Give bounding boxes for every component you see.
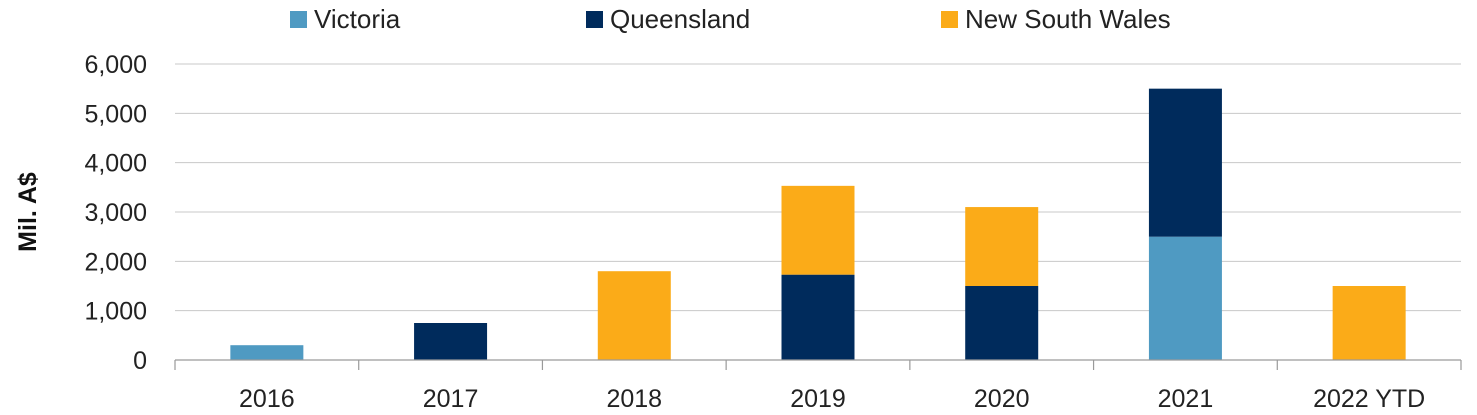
y-tick-label: 0	[133, 347, 147, 375]
x-tick-label: 2018	[606, 385, 662, 413]
bar-new-south-wales-2020	[965, 207, 1039, 286]
bar-new-south-wales-2018	[597, 271, 671, 360]
y-tick-label: 5,000	[84, 100, 147, 128]
y-tick-label: 4,000	[84, 150, 147, 178]
y-tick-label: 3,000	[84, 199, 147, 227]
bar-queensland-2021	[1148, 88, 1222, 237]
legend-item-queensland: Queensland	[586, 4, 750, 34]
x-tick-label: 2022 YTD	[1313, 385, 1425, 413]
bar-new-south-wales-2019	[781, 185, 855, 275]
legend-swatch	[941, 11, 958, 28]
y-tick-label: 1,000	[84, 298, 147, 326]
x-tick-label: 2016	[239, 385, 295, 413]
bar-queensland-2019	[781, 274, 855, 360]
legend-swatch	[290, 11, 307, 28]
legend-label: Victoria	[314, 4, 401, 34]
bar-queensland-2017	[414, 323, 488, 360]
y-axis-label: Mil. A$	[14, 172, 42, 252]
legend-item-victoria: Victoria	[290, 4, 401, 34]
x-tick-label: 2019	[790, 385, 846, 413]
bar-queensland-2020	[965, 286, 1039, 360]
x-tick-label: 2017	[423, 385, 479, 413]
legend: Victoria Queensland New South Wales	[290, 4, 1171, 34]
y-tick-label: 6,000	[84, 51, 147, 79]
legend-item-new-south-wales: New South Wales	[941, 4, 1171, 34]
axes: 0 1,000 2,000 3,000 4,000 5,000 6,000 2016 2017 2…	[84, 51, 1462, 413]
bars	[230, 88, 1406, 360]
legend-label: Queensland	[610, 4, 750, 34]
x-tick-label: 2020	[974, 385, 1030, 413]
y-tick-label: 2,000	[84, 248, 147, 276]
x-tick-label: 2021	[1158, 385, 1214, 413]
bar-victoria-2021	[1148, 236, 1222, 360]
legend-swatch	[586, 11, 603, 28]
legend-label: New South Wales	[965, 4, 1171, 34]
bar-new-south-wales-2022-ytd	[1332, 286, 1406, 360]
bar-victoria-2016	[230, 345, 304, 360]
